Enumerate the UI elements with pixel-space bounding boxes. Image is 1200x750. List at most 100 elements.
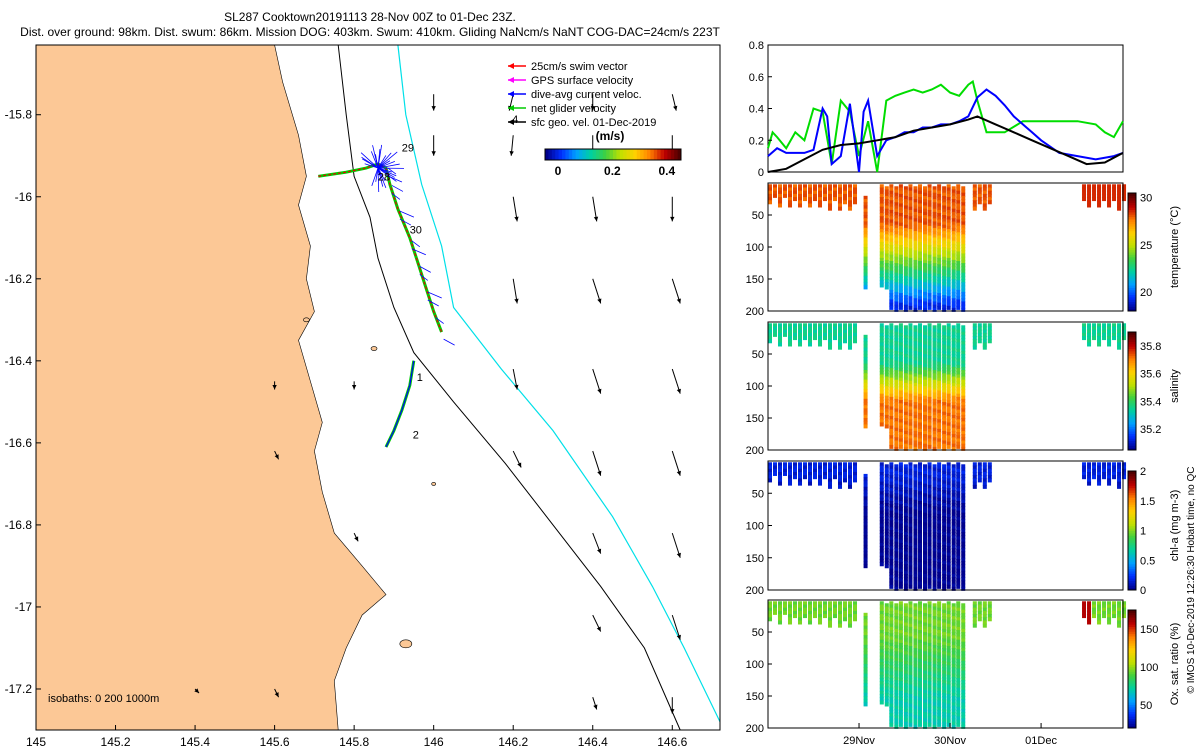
y-tick-label: -16.6: [5, 436, 33, 450]
section-datapoint: [908, 339, 913, 344]
section-datapoint: [908, 584, 913, 589]
section-datapoint: [937, 687, 942, 692]
section-datapoint: [942, 567, 947, 572]
section-datapoint: [923, 696, 928, 701]
section-datapoint: [894, 528, 899, 533]
section-datapoint: [927, 684, 932, 689]
section-datapoint: [898, 697, 903, 702]
section-datapoint: [927, 549, 932, 554]
section-datapoint: [1122, 336, 1127, 341]
section-colorbar-segment: [1128, 702, 1136, 705]
section-datapoint: [894, 227, 899, 232]
section-datapoint: [913, 506, 918, 511]
section-datapoint: [894, 680, 899, 685]
section-datapoint: [863, 493, 868, 498]
section-datapoint: [918, 273, 923, 278]
section-datapoint: [913, 414, 918, 419]
section-datapoint: [788, 342, 792, 347]
section-datapoint: [908, 526, 913, 531]
section-datapoint: [828, 326, 832, 331]
section-datapoint: [913, 551, 918, 556]
section-datapoint: [894, 686, 899, 691]
section-datapoint: [879, 371, 884, 376]
section-colorbar-segment: [1128, 200, 1136, 203]
section-datapoint: [932, 616, 937, 621]
section-datapoint: [918, 444, 923, 449]
section-datapoint: [903, 440, 908, 445]
section-datapoint: [942, 586, 947, 591]
section-colorbar-segment: [1128, 416, 1136, 420]
section-datapoint: [798, 326, 802, 331]
section-datapoint: [923, 440, 928, 445]
section-datapoint: [956, 475, 961, 480]
section-datapoint: [932, 192, 937, 197]
section-datapoint: [937, 633, 942, 638]
section-datapoint: [889, 658, 894, 663]
section-colorbar-segment: [1128, 306, 1136, 310]
section-datapoint: [889, 504, 894, 509]
section-datapoint: [894, 443, 899, 448]
section-datapoint: [773, 465, 777, 470]
section-datapoint: [908, 484, 913, 489]
section-datapoint: [942, 376, 947, 381]
section-datapoint: [908, 601, 913, 606]
section-datapoint: [956, 206, 961, 211]
section-datapoint: [863, 395, 868, 400]
section-datapoint: [951, 446, 956, 451]
section-datapoint: [918, 364, 923, 369]
section-datapoint: [908, 719, 913, 724]
section-datapoint: [908, 348, 913, 353]
section-datapoint: [889, 697, 894, 702]
section-datapoint: [961, 616, 966, 621]
section-datapoint: [942, 405, 947, 410]
section-datapoint: [898, 326, 903, 331]
section-datapoint: [863, 641, 868, 646]
section-colorbar-segment: [1128, 346, 1136, 350]
section-datapoint: [987, 475, 992, 480]
section-datapoint: [927, 722, 932, 727]
section-colorbar-segment: [1128, 697, 1136, 701]
section-datapoint: [898, 491, 903, 496]
section-datapoint: [773, 601, 777, 606]
section-datapoint: [923, 437, 928, 442]
section-datapoint: [853, 184, 857, 189]
section-datapoint: [946, 549, 951, 554]
section-datapoint: [913, 395, 918, 400]
section-datapoint: [951, 616, 956, 621]
section-datapoint: [946, 345, 951, 350]
section-datapoint: [918, 216, 923, 221]
section-colorbar-segment: [1128, 509, 1136, 512]
section-datapoint: [884, 676, 889, 681]
section-datapoint: [932, 424, 937, 429]
section-datapoint: [946, 703, 951, 708]
geo-velocity-arrowhead: [676, 298, 681, 304]
colorbar-segment: [568, 149, 573, 160]
section-datapoint: [927, 533, 932, 538]
section-datapoint: [923, 392, 928, 397]
section-colorbar-segment: [1128, 525, 1136, 529]
section-datapoint: [956, 193, 961, 198]
section-datapoint: [956, 184, 961, 189]
section-datapoint: [951, 541, 956, 546]
section-datapoint: [913, 702, 918, 707]
section-datapoint: [894, 721, 899, 726]
section-datapoint: [956, 546, 961, 551]
section-datapoint: [977, 604, 982, 609]
section-datapoint: [884, 644, 889, 649]
section-datapoint: [946, 620, 951, 625]
section-datapoint: [879, 273, 884, 278]
section-datapoint: [788, 336, 792, 341]
section-datapoint: [853, 193, 857, 198]
section-datapoint: [778, 617, 782, 622]
section-datapoint: [923, 515, 928, 520]
section-datapoint: [923, 493, 928, 498]
section-datapoint: [913, 411, 918, 416]
section-y-tick-label: 100: [746, 521, 764, 533]
section-datapoint: [961, 389, 966, 394]
section-y-tick-label: 200: [746, 445, 764, 457]
colorbar-segment: [623, 149, 628, 160]
section-datapoint: [884, 509, 889, 514]
section-datapoint: [903, 379, 908, 384]
section-datapoint: [937, 690, 942, 695]
